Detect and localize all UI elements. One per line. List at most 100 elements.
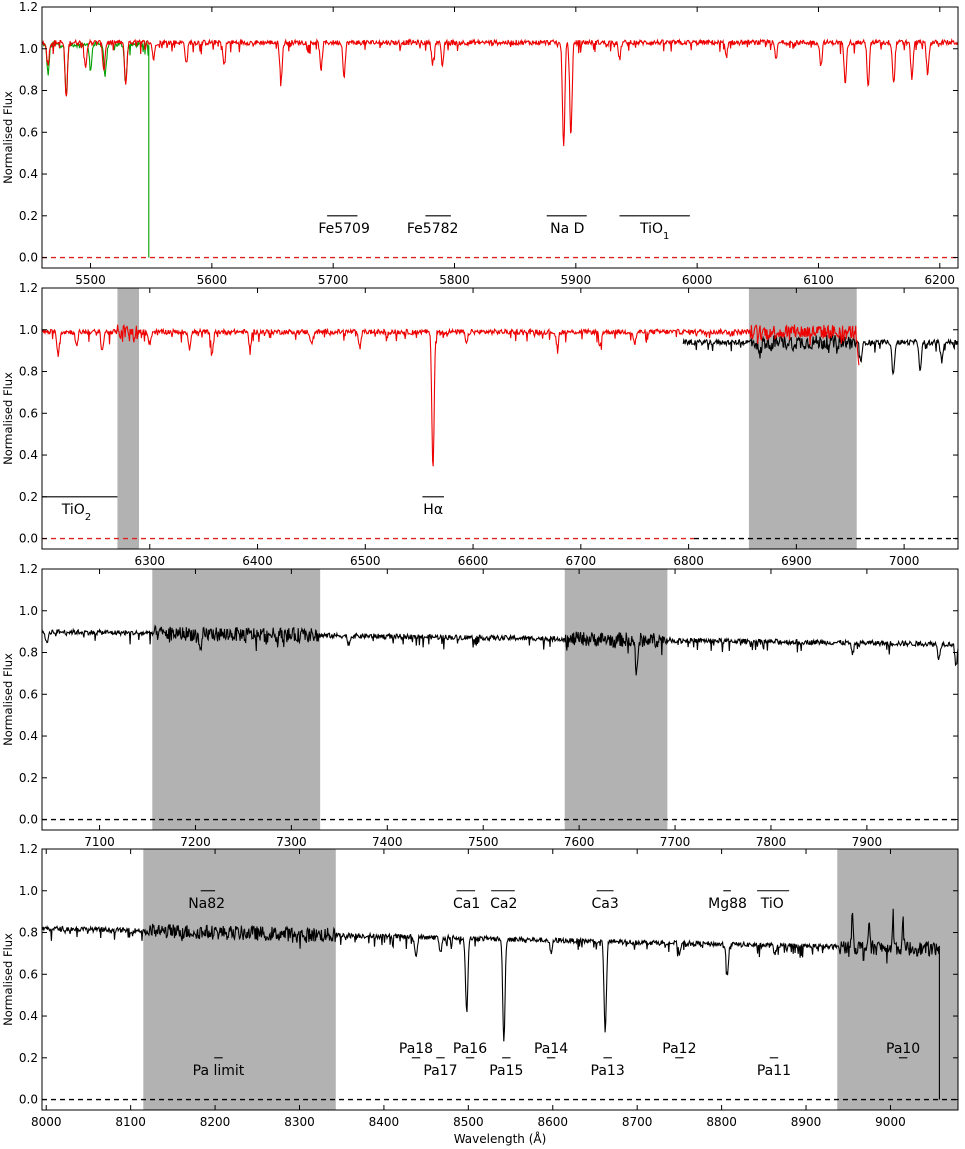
- x-tick-label: 8800: [706, 1115, 737, 1129]
- annotation-label: Pa16: [453, 1041, 487, 1057]
- spectrum-series: [682, 333, 958, 376]
- y-tick-label: 1.2: [19, 281, 38, 295]
- annotation-label: Pa13: [591, 1063, 625, 1079]
- x-axis-label: Wavelength (Å): [454, 1131, 547, 1146]
- annotation-label: TiO2: [61, 502, 91, 523]
- annotation-label: Pa12: [662, 1041, 696, 1057]
- shaded-region: [564, 569, 668, 830]
- x-tick-label: 5900: [561, 273, 592, 287]
- y-tick-label: 0.8: [19, 84, 38, 98]
- annotation-label: TiO1: [639, 221, 669, 242]
- axes-frame: [41, 287, 959, 550]
- y-tick-label: 1.0: [19, 884, 38, 898]
- shaded-region: [748, 288, 857, 549]
- y-tick-label: 1.2: [19, 0, 38, 14]
- y-axis-label: Normalised Flux: [1, 372, 15, 465]
- x-tick-label: 5500: [75, 273, 106, 287]
- x-tick-label: 6300: [134, 554, 165, 568]
- x-tick-label: 8600: [537, 1115, 568, 1129]
- annotation-label: Ca3: [591, 896, 618, 912]
- annotation-label: Pa18: [399, 1041, 433, 1057]
- annotation-label: Pa10: [886, 1041, 920, 1057]
- x-tick-label: 8300: [284, 1115, 315, 1129]
- annotation-label: Pa17: [423, 1063, 457, 1079]
- y-tick-label: 1.0: [19, 604, 38, 618]
- annotation-label: Mg88: [708, 896, 747, 912]
- x-tick-label: 6000: [682, 273, 713, 287]
- y-tick-label: 1.0: [19, 42, 38, 56]
- x-tick-label: 5800: [439, 273, 470, 287]
- x-tick-label: 7100: [84, 835, 115, 849]
- x-tick-label: 8500: [453, 1115, 484, 1129]
- x-tick-label: 8200: [200, 1115, 231, 1129]
- annotation-label: Pa14: [534, 1041, 568, 1057]
- shaded-region: [143, 849, 336, 1110]
- y-tick-label: 0.6: [19, 406, 38, 420]
- x-tick-label: 6900: [781, 554, 812, 568]
- annotation-label: Fe5709: [318, 221, 370, 237]
- y-axis-label: Normalised Flux: [1, 653, 15, 746]
- annotation-label: Pa11: [757, 1063, 791, 1079]
- x-tick-label: 6600: [458, 554, 489, 568]
- y-tick-label: 0.4: [19, 448, 38, 462]
- y-tick-label: 1.2: [19, 562, 38, 576]
- x-tick-label: 7000: [889, 554, 920, 568]
- y-tick-label: 0.0: [19, 251, 38, 265]
- x-tick-label: 7500: [468, 835, 499, 849]
- x-tick-label: 6800: [673, 554, 704, 568]
- panel-1: 0.0 0.2 0.4 0.6 0.8 1.0 1.2 5500 5600 5700 5800 590…: [1, 0, 959, 287]
- spectrum-series: [42, 37, 958, 147]
- y-tick-label: 0.2: [19, 1051, 38, 1065]
- annotation-label: Pa limit: [193, 1063, 245, 1079]
- x-tick-label: 8000: [31, 1115, 62, 1129]
- y-tick-label: 0.4: [19, 167, 38, 181]
- x-tick-label: 6100: [803, 273, 834, 287]
- annotation-label: TiO: [760, 896, 784, 912]
- x-tick-label: 7200: [180, 835, 211, 849]
- y-tick-label: 0.6: [19, 125, 38, 139]
- x-tick-label: 7600: [564, 835, 595, 849]
- y-axis-label: Normalised Flux: [1, 933, 15, 1026]
- x-tick-label: 8900: [791, 1115, 822, 1129]
- x-tick-label: 5600: [197, 273, 228, 287]
- y-tick-label: 0.8: [19, 926, 38, 940]
- y-tick-label: 0.0: [19, 813, 38, 827]
- x-tick-label: 6500: [350, 554, 381, 568]
- axes-frame: [41, 848, 959, 1111]
- y-tick-label: 0.4: [19, 729, 38, 743]
- x-tick-label: 8700: [622, 1115, 653, 1129]
- spectrum-series: [42, 323, 860, 467]
- x-tick-label: 6200: [925, 273, 956, 287]
- annotation-label: Hα: [423, 502, 443, 518]
- spectrum-series: [42, 624, 958, 676]
- x-tick-label: 5700: [318, 273, 349, 287]
- x-tick-label: 8400: [369, 1115, 400, 1129]
- y-tick-label: 1.0: [19, 323, 38, 337]
- y-tick-label: 0.2: [19, 490, 38, 504]
- x-tick-label: 7800: [756, 835, 787, 849]
- y-tick-label: 0.8: [19, 646, 38, 660]
- y-tick-label: 0.4: [19, 1009, 38, 1023]
- x-tick-label: 7400: [372, 835, 403, 849]
- x-tick-label: 9000: [875, 1115, 906, 1129]
- x-tick-label: 7700: [660, 835, 691, 849]
- y-tick-label: 0.0: [19, 532, 38, 546]
- x-tick-label: 8100: [115, 1115, 146, 1129]
- y-tick-label: 0.8: [19, 365, 38, 379]
- axes-frame: [41, 6, 959, 269]
- shaded-region: [117, 288, 139, 549]
- x-tick-label: 7900: [852, 835, 883, 849]
- axes-frame: [41, 568, 959, 831]
- annotation-label: Fe5782: [407, 221, 459, 237]
- y-tick-label: 1.2: [19, 842, 38, 856]
- panel-2: 0.0 0.2 0.4 0.6 0.8 1.0 1.2 6300 6400 6500 6600 670…: [1, 281, 959, 568]
- x-tick-label: 7300: [276, 835, 307, 849]
- shaded-region: [152, 569, 321, 830]
- annotation-label: Na D: [550, 221, 584, 237]
- x-tick-label: 6700: [566, 554, 597, 568]
- shaded-region: [837, 849, 958, 1110]
- y-tick-label: 0.0: [19, 1093, 38, 1107]
- x-tick-label: 6400: [242, 554, 273, 568]
- annotation-label: Ca2: [490, 896, 517, 912]
